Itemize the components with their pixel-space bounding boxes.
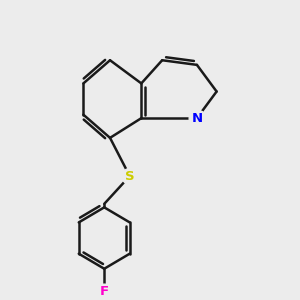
Text: F: F <box>100 285 109 298</box>
Text: N: N <box>191 112 203 125</box>
Text: S: S <box>125 169 134 183</box>
